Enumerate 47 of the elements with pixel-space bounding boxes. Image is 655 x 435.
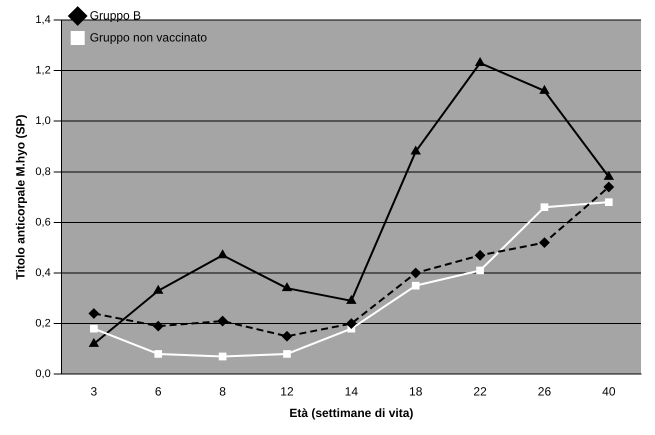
point bbox=[604, 198, 613, 206]
y-tick-label: 1,2 bbox=[35, 64, 51, 77]
x-tick-label: 26 bbox=[538, 384, 552, 399]
point bbox=[346, 296, 356, 304]
point bbox=[154, 350, 162, 358]
point bbox=[540, 203, 548, 212]
point bbox=[283, 350, 291, 358]
point bbox=[282, 283, 292, 292]
x-tick-label: 18 bbox=[409, 384, 423, 399]
x-tick-label: 6 bbox=[154, 384, 162, 399]
point bbox=[604, 182, 614, 192]
x-tick-label: 3 bbox=[90, 384, 98, 399]
point bbox=[218, 352, 226, 360]
point bbox=[410, 268, 421, 278]
point bbox=[412, 282, 420, 290]
y-tick-label: 0,4 bbox=[35, 267, 51, 280]
point bbox=[476, 266, 484, 274]
point bbox=[476, 58, 485, 66]
point bbox=[88, 308, 99, 318]
y-tick-label: 0,2 bbox=[35, 318, 51, 330]
y-tick-label: 0,8 bbox=[35, 166, 51, 178]
point bbox=[218, 316, 228, 326]
point bbox=[411, 146, 420, 155]
x-axis-title: Età (settimane di vita) bbox=[289, 406, 414, 420]
legend-label: Gruppo B bbox=[90, 8, 142, 22]
point bbox=[540, 86, 549, 94]
point bbox=[539, 238, 550, 248]
point bbox=[153, 321, 164, 332]
y-tick-label: 0,0 bbox=[35, 368, 51, 380]
point bbox=[604, 172, 614, 180]
point bbox=[90, 324, 98, 332]
x-tick-label: 8 bbox=[219, 384, 226, 399]
y-tick-label: 1,0 bbox=[35, 115, 51, 128]
point bbox=[475, 250, 486, 260]
x-tick-label: 14 bbox=[344, 384, 358, 399]
y-axis-title: Titolo anticorpale M.hyo (SP) bbox=[14, 114, 28, 280]
point bbox=[218, 250, 228, 258]
legend-label: Gruppo non vaccinato bbox=[90, 30, 208, 44]
point bbox=[89, 338, 98, 347]
x-tick-label: 40 bbox=[602, 384, 616, 399]
point bbox=[154, 286, 163, 294]
x-tick-label: 12 bbox=[280, 384, 294, 399]
x-tick-label: 22 bbox=[473, 384, 488, 399]
point bbox=[346, 318, 356, 329]
point bbox=[282, 331, 292, 342]
y-tick-label: 0,6 bbox=[35, 216, 51, 228]
y-tick-label: 1,4 bbox=[35, 14, 51, 26]
